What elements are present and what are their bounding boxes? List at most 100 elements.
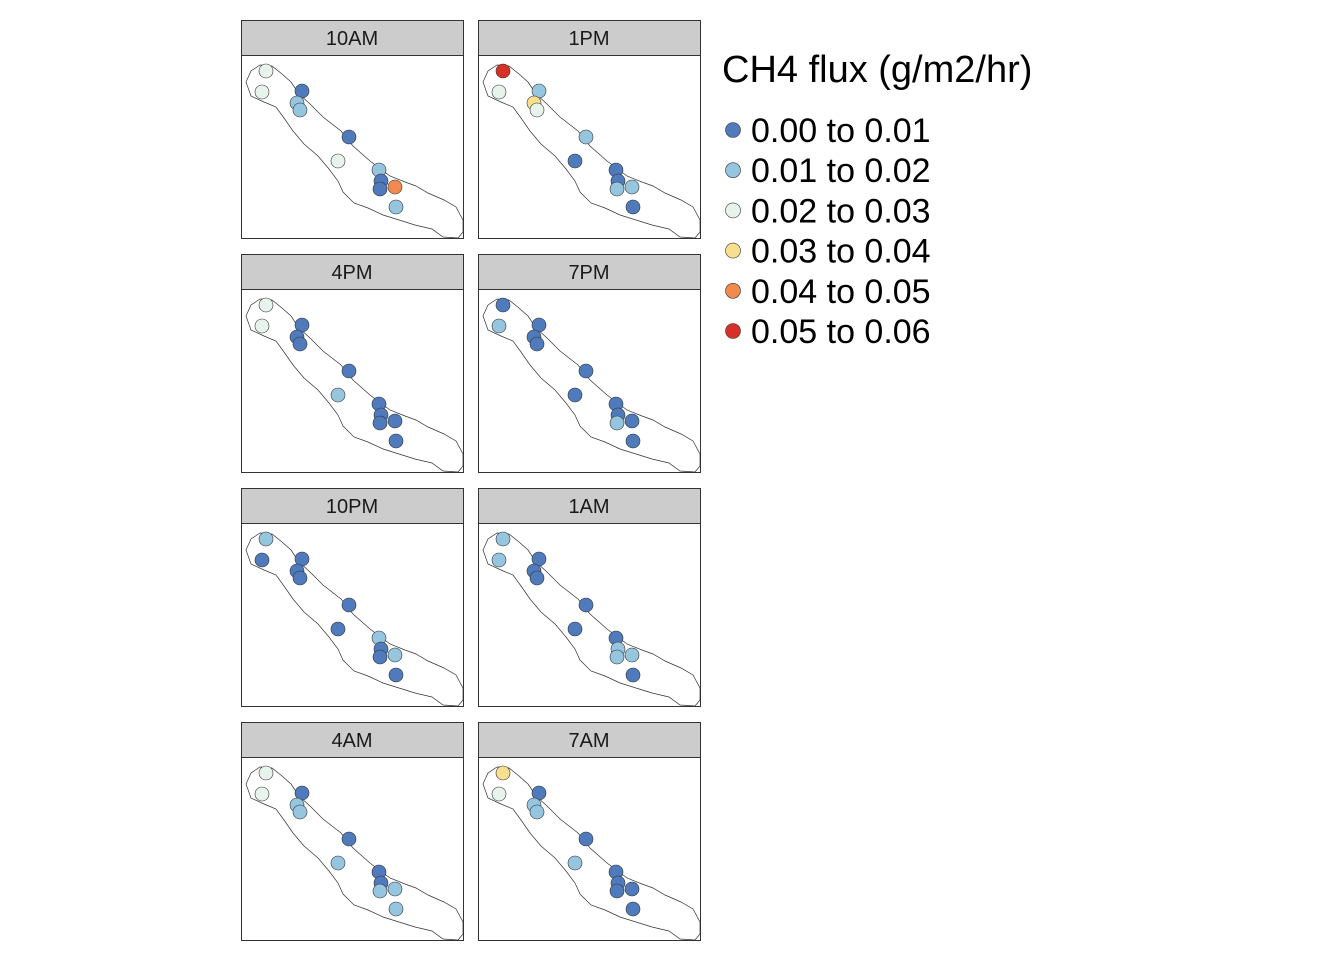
sampling-site-point <box>495 765 511 781</box>
sampling-site-point <box>578 597 594 613</box>
legend-label: 0.03 to 0.04 <box>751 233 931 271</box>
sampling-site-point <box>292 336 308 352</box>
sampling-site-point <box>387 881 403 897</box>
legend-key <box>725 122 741 138</box>
sampling-site-point <box>372 883 388 899</box>
sampling-site-point <box>388 667 404 683</box>
sampling-site-point <box>567 621 583 637</box>
sampling-site-point <box>578 363 594 379</box>
legend-key <box>725 323 741 339</box>
sampling-site-point <box>258 297 274 313</box>
panel-plot-area <box>478 757 701 941</box>
panel-plot-area <box>241 289 464 473</box>
sampling-site-point <box>529 336 545 352</box>
legend-item: 0.00 to 0.01 <box>725 112 931 150</box>
sampling-site-point <box>491 318 507 334</box>
panel-label: 10AM <box>326 28 378 50</box>
panel-strip <box>241 488 464 524</box>
sampling-site-point <box>372 415 388 431</box>
sampling-site-point <box>258 531 274 547</box>
panel-strip <box>478 488 701 524</box>
legend-label: 0.01 to 0.02 <box>751 152 931 190</box>
sampling-site-point <box>529 570 545 586</box>
panel-plot-area <box>478 55 701 239</box>
map-panel-10am: 10AM <box>241 20 464 239</box>
map-panels: 10AM 1PM 4PM 7PM 10PM 1AM 4AM 7AM <box>241 20 701 941</box>
panel-strip <box>241 20 464 56</box>
legend-label: 0.00 to 0.01 <box>751 112 931 150</box>
sampling-site-point <box>491 84 507 100</box>
legend-item: 0.03 to 0.04 <box>725 233 931 271</box>
map-panel-7am: 7AM <box>478 722 701 941</box>
sampling-site-point <box>372 649 388 665</box>
sampling-site-point <box>609 415 625 431</box>
sampling-site-point <box>330 153 346 169</box>
sampling-site-point <box>624 179 640 195</box>
sampling-site-point <box>624 881 640 897</box>
map-panel-10pm: 10PM <box>241 488 464 707</box>
sampling-site-point <box>495 297 511 313</box>
panel-strip <box>241 722 464 758</box>
sampling-site-point <box>625 433 641 449</box>
panel-label: 7PM <box>568 262 609 284</box>
sampling-site-point <box>529 804 545 820</box>
sampling-site-point <box>529 102 545 118</box>
sampling-site-point <box>609 181 625 197</box>
panel-plot-area <box>478 289 701 473</box>
panel-label: 4PM <box>331 262 372 284</box>
sampling-site-point <box>624 413 640 429</box>
sampling-site-point <box>625 667 641 683</box>
sampling-site-point <box>254 318 270 334</box>
sampling-site-point <box>254 786 270 802</box>
panel-label: 4AM <box>331 730 372 752</box>
sampling-site-point <box>372 181 388 197</box>
panel-label: 1AM <box>568 496 609 518</box>
sampling-site-point <box>578 831 594 847</box>
sampling-site-point <box>254 84 270 100</box>
legend-item: 0.01 to 0.02 <box>725 152 931 190</box>
sampling-site-point <box>387 179 403 195</box>
sampling-site-point <box>341 597 357 613</box>
sampling-site-point <box>330 855 346 871</box>
legend: CH4 flux (g/m2/hr) 0.00 to 0.010.01 to 0… <box>722 49 1032 351</box>
map-panel-4pm: 4PM <box>241 254 464 473</box>
legend-items: 0.00 to 0.010.01 to 0.020.02 to 0.030.03… <box>725 112 931 351</box>
legend-item: 0.04 to 0.05 <box>725 273 931 311</box>
sampling-site-point <box>567 153 583 169</box>
sampling-site-point <box>341 129 357 145</box>
panel-label: 7AM <box>568 730 609 752</box>
sampling-site-point <box>330 387 346 403</box>
sampling-site-point <box>292 570 308 586</box>
panel-plot-area <box>241 55 464 239</box>
sampling-site-point <box>495 531 511 547</box>
sampling-site-point <box>567 387 583 403</box>
sampling-site-point <box>609 649 625 665</box>
sampling-site-point <box>609 883 625 899</box>
sampling-site-point <box>578 129 594 145</box>
map-panel-7pm: 7PM <box>478 254 701 473</box>
panel-plot-area <box>241 523 464 707</box>
sampling-site-point <box>567 855 583 871</box>
sampling-site-point <box>341 831 357 847</box>
sampling-site-point <box>625 199 641 215</box>
legend-item: 0.02 to 0.03 <box>725 192 931 230</box>
sampling-site-point <box>388 199 404 215</box>
sampling-site-point <box>258 63 274 79</box>
panel-plot-area <box>478 523 701 707</box>
sampling-site-point <box>254 552 270 568</box>
sampling-site-point <box>388 433 404 449</box>
legend-label: 0.04 to 0.05 <box>751 273 931 311</box>
legend-title: CH4 flux (g/m2/hr) <box>722 49 1032 91</box>
map-panel-1am: 1AM <box>478 488 701 707</box>
map-panel-1pm: 1PM <box>478 20 701 239</box>
panel-strip <box>478 722 701 758</box>
legend-label: 0.05 to 0.06 <box>751 313 931 351</box>
sampling-site-point <box>624 647 640 663</box>
legend-item: 0.05 to 0.06 <box>725 313 931 351</box>
sampling-site-point <box>625 901 641 917</box>
sampling-site-point <box>388 901 404 917</box>
sampling-site-point <box>258 765 274 781</box>
legend-label: 0.02 to 0.03 <box>751 192 931 230</box>
legend-key <box>725 202 741 219</box>
